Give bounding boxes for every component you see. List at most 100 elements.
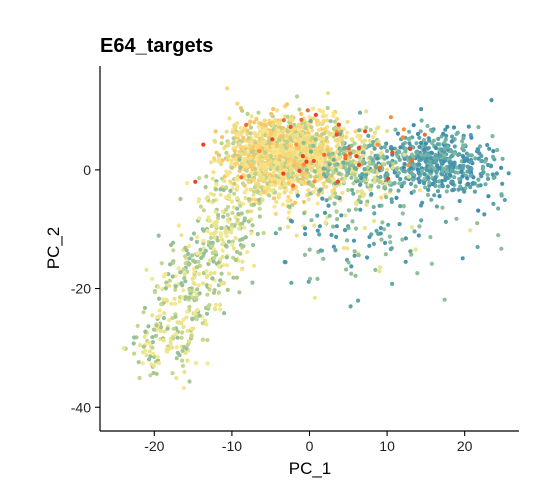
data-point: [372, 211, 377, 216]
data-point: [310, 135, 315, 140]
data-point: [314, 156, 320, 161]
data-point: [200, 337, 205, 342]
data-point: [475, 221, 480, 226]
data-point: [300, 158, 305, 163]
data-point: [360, 172, 365, 177]
data-point: [346, 260, 351, 265]
data-point: [401, 142, 406, 147]
data-point: [314, 186, 319, 191]
data-point: [288, 165, 293, 171]
data-point: [268, 111, 274, 116]
data-point: [315, 163, 320, 168]
data-point: [331, 170, 336, 175]
data-point: [244, 122, 249, 127]
data-point: [143, 348, 148, 353]
data-point: [317, 127, 322, 133]
data-point: [206, 304, 211, 309]
data-point: [296, 122, 302, 127]
data-point: [225, 217, 230, 223]
data-point: [500, 181, 505, 186]
data-point: [144, 267, 149, 272]
data-point: [353, 273, 358, 278]
data-point: [371, 134, 376, 140]
data-point: [452, 175, 457, 180]
data-point: [330, 193, 335, 198]
data-point: [354, 154, 359, 159]
data-point: [444, 169, 450, 174]
data-point: [476, 156, 481, 161]
data-point: [352, 249, 357, 254]
data-point: [180, 330, 185, 335]
data-point: [502, 197, 507, 203]
data-point: [321, 172, 327, 177]
data-point: [193, 361, 199, 366]
data-point: [288, 124, 293, 129]
data-point: [171, 259, 176, 264]
data-point: [303, 126, 308, 131]
data-point: [407, 141, 412, 146]
data-point: [358, 207, 363, 212]
data-point: [229, 165, 234, 170]
data-point: [308, 174, 313, 179]
data-point: [223, 185, 229, 190]
data-point: [457, 176, 462, 182]
data-point: [340, 140, 345, 145]
data-point: [357, 128, 362, 133]
data-point: [271, 127, 276, 132]
data-point: [271, 171, 276, 176]
data-point: [285, 152, 290, 157]
data-point: [151, 351, 156, 356]
data-point: [321, 166, 326, 171]
data-point: [289, 280, 294, 285]
data-point: [227, 170, 233, 175]
data-point: [317, 108, 322, 113]
data-point: [489, 98, 494, 103]
data-point: [132, 335, 137, 340]
data-point: [187, 288, 192, 293]
data-point: [182, 272, 187, 277]
data-point: [396, 188, 401, 193]
data-point: [465, 176, 470, 181]
data-point: [245, 111, 250, 116]
data-point: [174, 376, 179, 381]
data-point: [376, 184, 381, 189]
data-point: [239, 151, 244, 157]
data-point: [409, 252, 414, 257]
data-point: [348, 151, 353, 156]
data-point: [468, 228, 473, 233]
data-point: [306, 197, 311, 202]
data-point: [382, 240, 388, 245]
data-point: [265, 154, 270, 159]
data-point: [466, 181, 471, 186]
data-point: [259, 164, 264, 169]
data-point: [195, 307, 200, 313]
data-point: [245, 250, 250, 255]
data-point: [281, 158, 286, 163]
data-point: [377, 269, 382, 274]
data-point: [211, 156, 217, 161]
data-point: [416, 171, 421, 176]
data-point: [452, 151, 457, 156]
data-point: [352, 172, 357, 177]
data-point: [187, 304, 192, 309]
data-point: [374, 165, 379, 170]
data-point: [257, 206, 262, 211]
data-point: [356, 145, 361, 150]
data-point: [225, 287, 230, 292]
data-point: [440, 205, 445, 210]
data-point: [432, 193, 437, 198]
data-point: [331, 244, 336, 249]
data-point: [401, 168, 406, 174]
data-point: [233, 257, 238, 262]
data-point: [369, 192, 374, 197]
data-point: [345, 246, 350, 251]
data-point: [272, 117, 278, 123]
data-point: [210, 176, 215, 181]
data-point: [180, 348, 185, 353]
data-point: [235, 196, 240, 201]
data-point: [157, 308, 162, 313]
data-point: [316, 192, 321, 197]
data-point: [321, 142, 326, 147]
data-point: [302, 252, 308, 257]
